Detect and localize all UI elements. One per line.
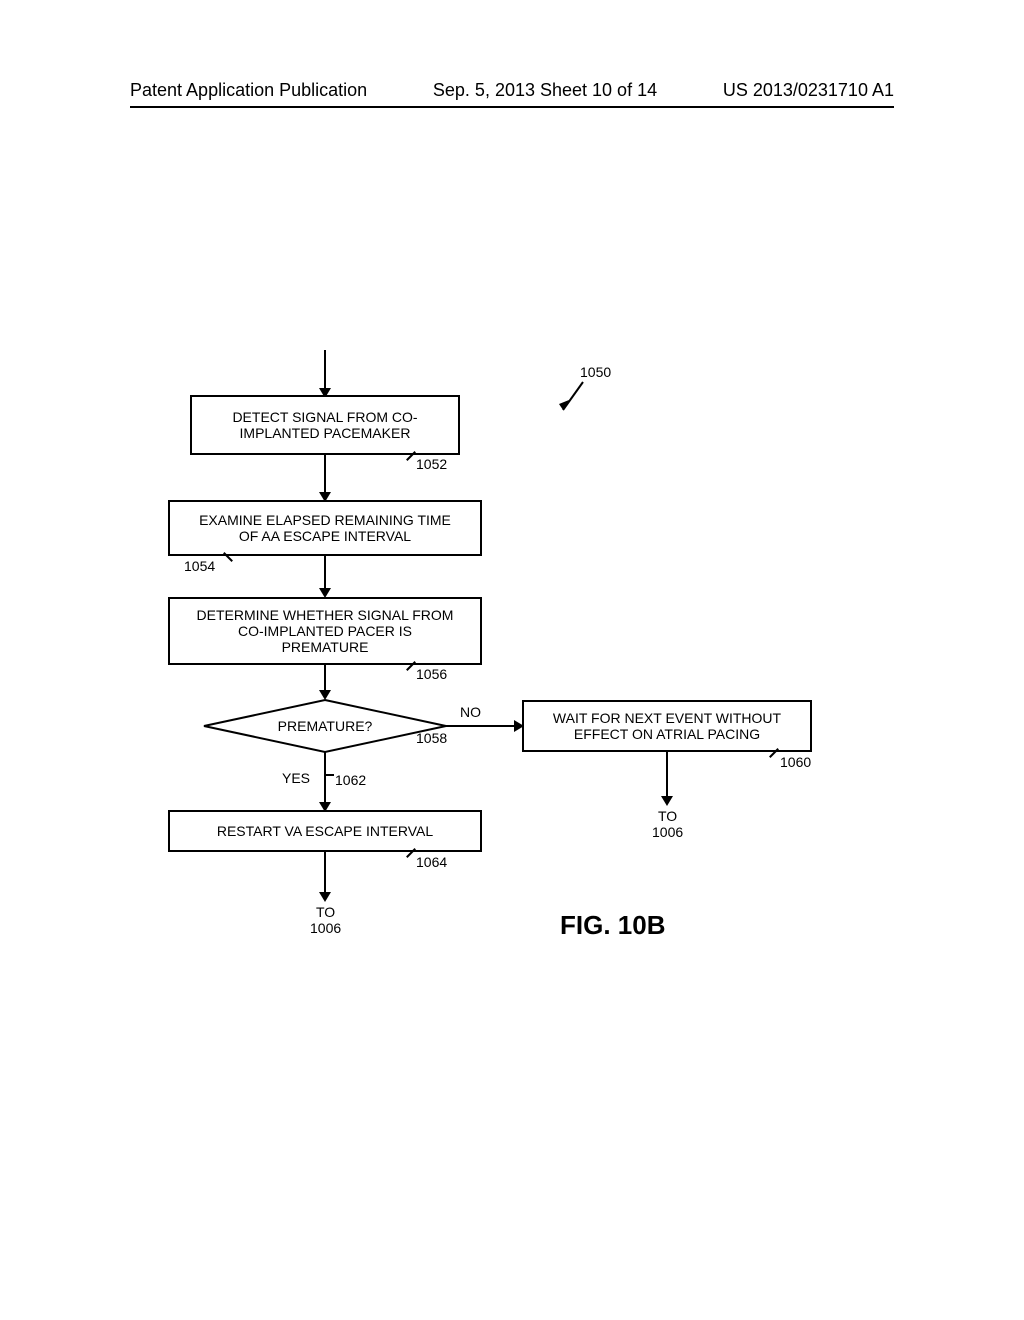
label-yes: YES [282,770,310,786]
arrow-1054-1056 [324,556,326,592]
page-header: Patent Application Publication Sep. 5, 2… [0,80,1024,101]
flowchart-diagram: 1050 DETECT SIGNAL FROM CO- IMPLANTED PA… [0,360,1024,1060]
arrow-1058-1064 [324,752,326,806]
ref-1058: 1058 [416,730,447,746]
ref-1050: 1050 [580,364,611,380]
arrow-entry [324,350,326,390]
node-1052-text: DETECT SIGNAL FROM CO- IMPLANTED PACEMAK… [232,409,417,441]
ref-1060: 1060 [780,754,811,770]
terminal-to1006-right: TO 1006 [652,808,683,840]
arrow-1052-1054 [324,455,326,495]
node-1056: DETERMINE WHETHER SIGNAL FROM CO-IMPLANT… [168,597,482,665]
node-1058-text: PREMATURE? [278,718,373,734]
arrow-1058-1060 [446,725,518,727]
header-right: US 2013/0231710 A1 [723,80,894,101]
node-1060: WAIT FOR NEXT EVENT WITHOUT EFFECT ON AT… [522,700,812,752]
header-left: Patent Application Publication [130,80,367,101]
ref-1050-arrow [555,380,595,420]
node-1064-text: RESTART VA ESCAPE INTERVAL [217,823,433,839]
label-no: NO [460,704,481,720]
terminal-to1006-left: TO 1006 [310,904,341,936]
ref-1062: 1062 [335,772,366,788]
node-1054-text: EXAMINE ELAPSED REMAINING TIME OF AA ESC… [199,512,451,544]
node-1060-text: WAIT FOR NEXT EVENT WITHOUT EFFECT ON AT… [553,710,781,742]
header-divider [130,106,894,108]
header-center: Sep. 5, 2013 Sheet 10 of 14 [433,80,657,101]
node-1054: EXAMINE ELAPSED REMAINING TIME OF AA ESC… [168,500,482,556]
ref-1054: 1054 [184,558,215,574]
ref-1064: 1064 [416,854,447,870]
node-1064: RESTART VA ESCAPE INTERVAL [168,810,482,852]
ref-1056: 1056 [416,666,447,682]
ref-1052: 1052 [416,456,447,472]
arrow-1064-to1006-head [319,892,331,902]
ref-1062-tick [326,774,334,776]
arrow-1064-to1006 [324,852,326,896]
node-1056-text: DETERMINE WHETHER SIGNAL FROM CO-IMPLANT… [197,607,454,655]
node-1052: DETECT SIGNAL FROM CO- IMPLANTED PACEMAK… [190,395,460,455]
node-1058: PREMATURE? [202,698,448,754]
arrow-1060-to1006 [666,752,668,800]
figure-label: FIG. 10B [560,910,665,941]
arrow-1060-to1006-head [661,796,673,806]
